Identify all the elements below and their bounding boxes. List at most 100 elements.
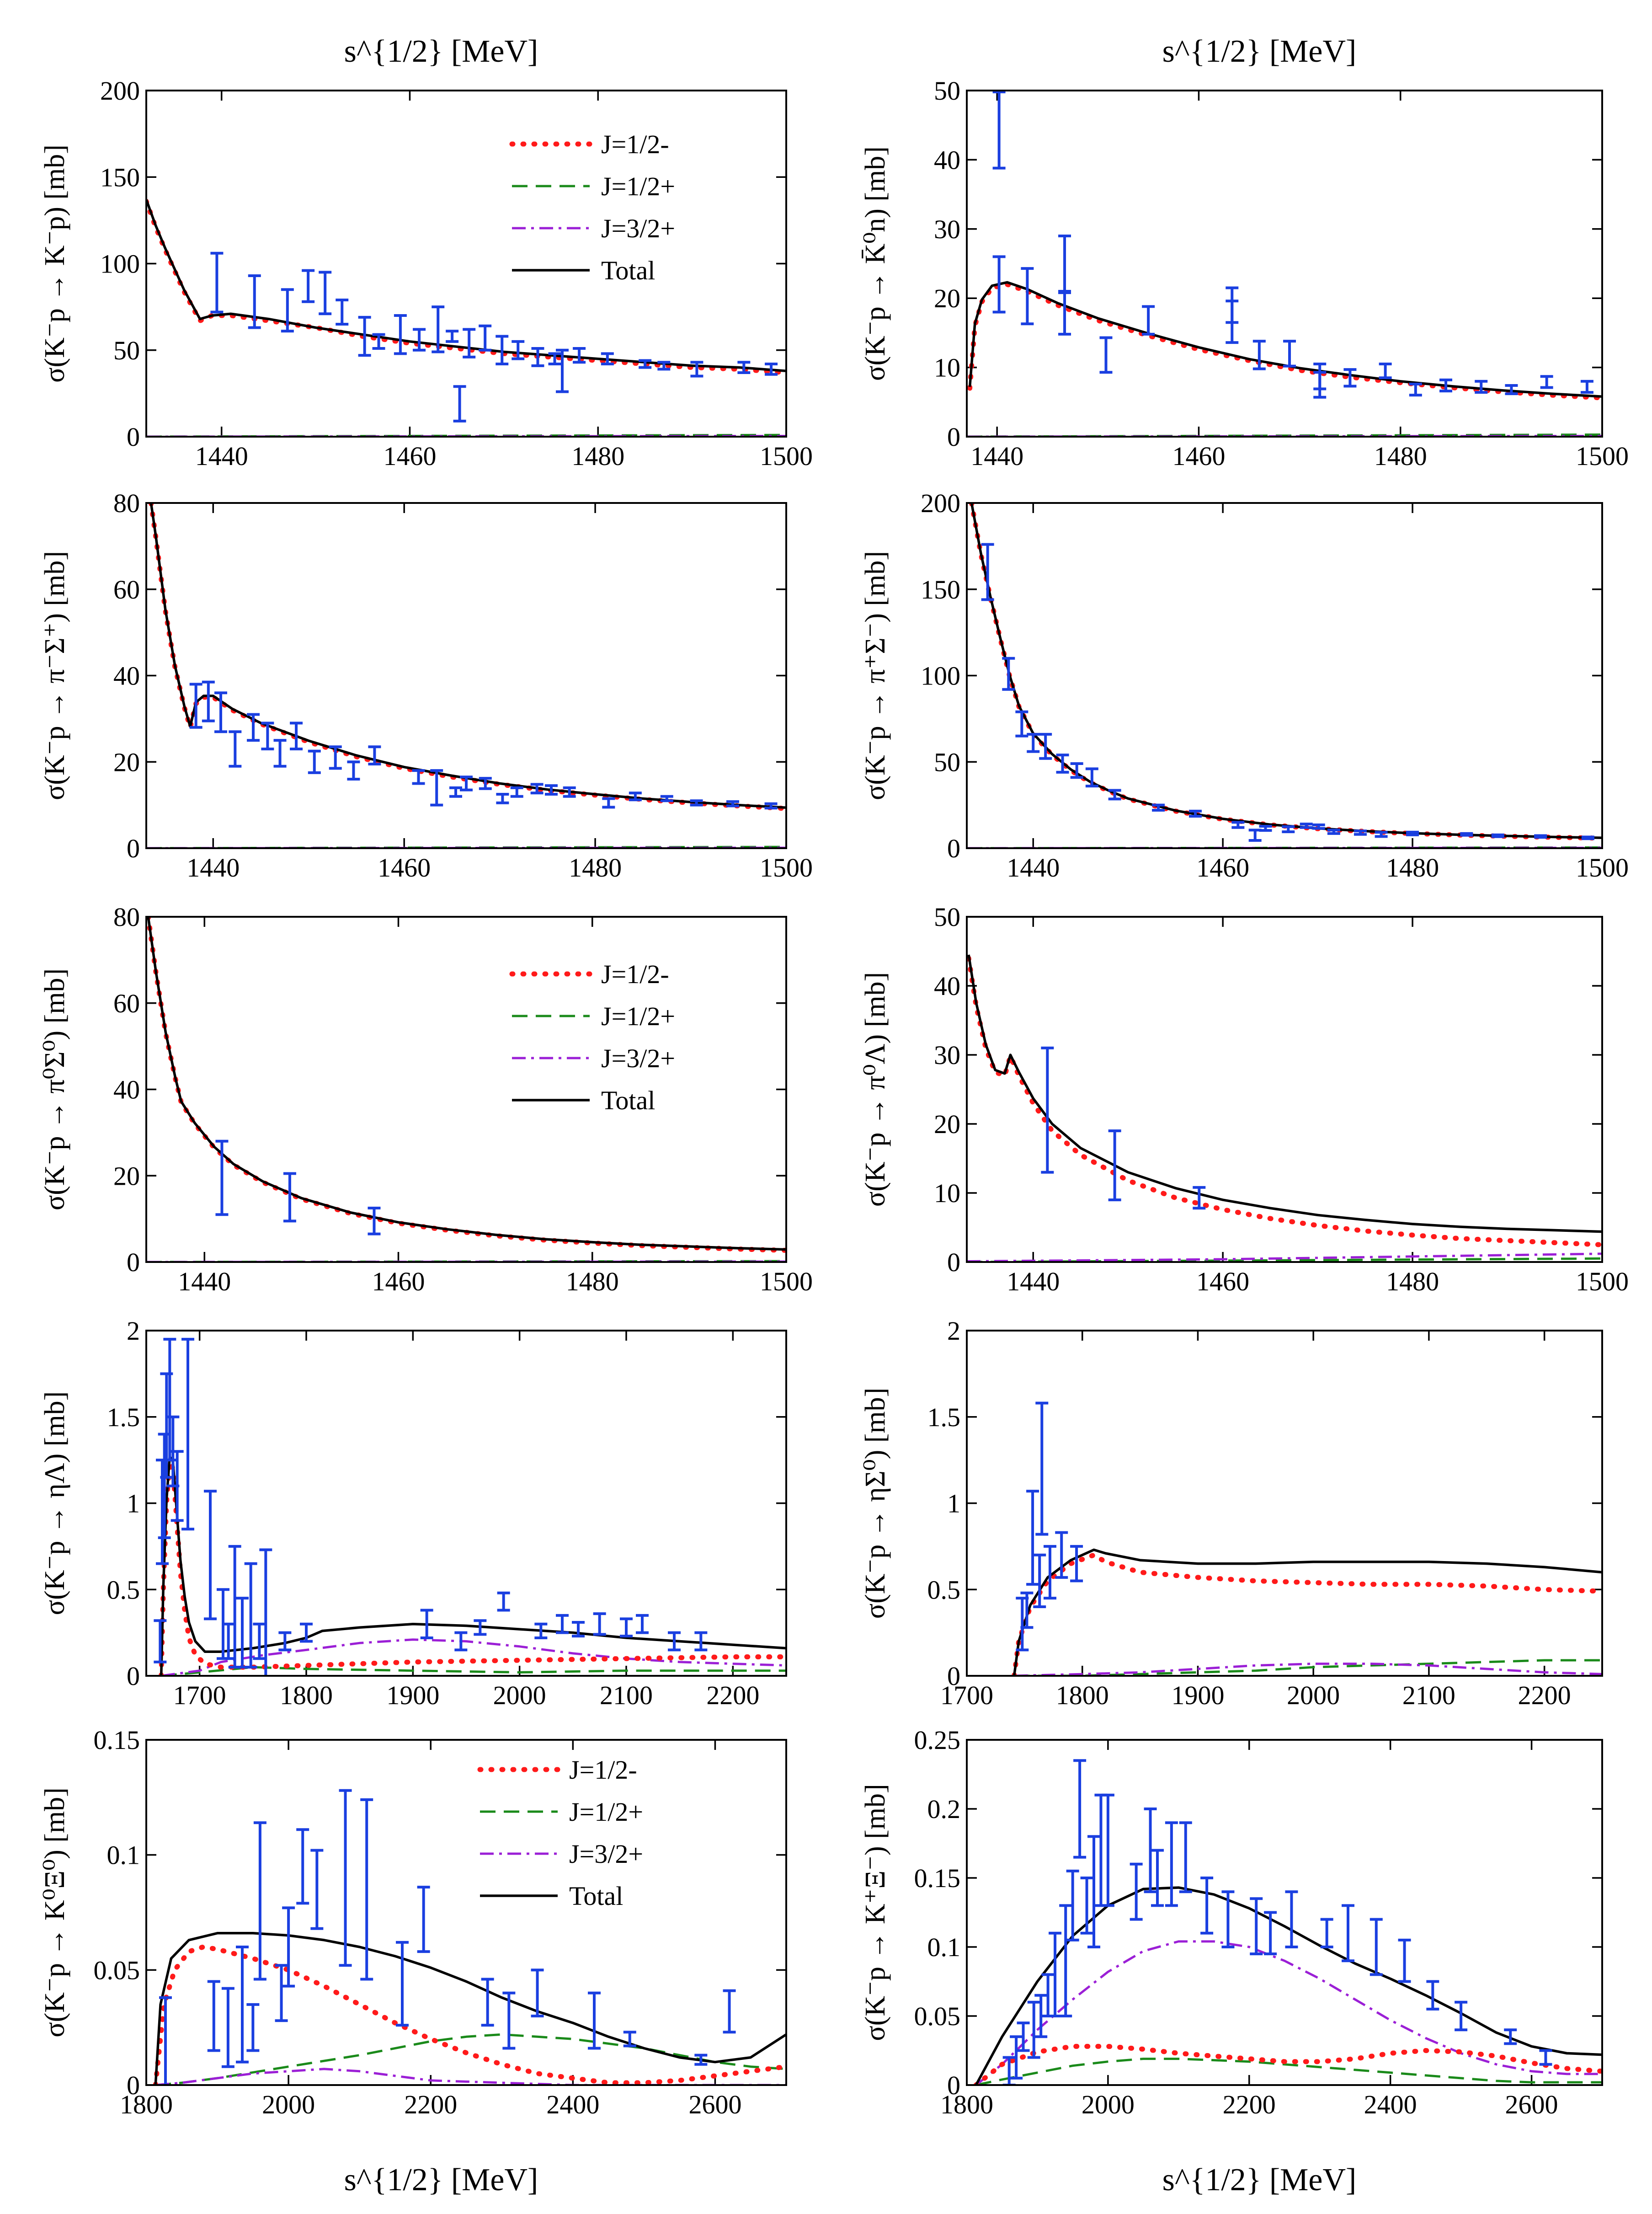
curves bbox=[146, 917, 786, 1262]
data-point bbox=[1002, 2056, 1016, 2085]
y-tick-label: 150 bbox=[921, 575, 960, 604]
data-point bbox=[1041, 1046, 1054, 1174]
data-point bbox=[1101, 1793, 1114, 1907]
y-tick-label: 10 bbox=[934, 353, 960, 383]
data-point bbox=[1027, 2000, 1040, 2059]
data-point bbox=[229, 730, 242, 768]
y-tick-label: 50 bbox=[113, 336, 140, 365]
x-tick-label: 1480 bbox=[569, 853, 622, 882]
y-tick-label: 0 bbox=[127, 1247, 140, 1277]
data-point bbox=[394, 314, 407, 355]
y-tick-label: 0 bbox=[947, 834, 960, 863]
x-tick-label: 2100 bbox=[600, 1680, 653, 1710]
data-point bbox=[1070, 762, 1083, 779]
x-tick-label: 1440 bbox=[1007, 853, 1060, 882]
chart-panel-p6: 1700 1800 1900 2000 2100 2200 0 0.5 1 1.5 2 σ(K⁻p →… bbox=[39, 1316, 787, 1710]
series-line-total bbox=[147, 917, 786, 1251]
data-point bbox=[154, 1619, 167, 1663]
data-point bbox=[1165, 1821, 1178, 1907]
y-axis-label: σ(K⁻p → π⁰Λ) [mb] bbox=[860, 972, 891, 1207]
chart-panel-p4: 1440 1460 1480 1500 0 20 40 60 80 σ(K⁻p → π⁰Σ⁰) [… bbox=[39, 902, 813, 1296]
legend: J=1/2- J=1/2+ J=3/2+ Total bbox=[477, 1755, 643, 1911]
series-line-J32p bbox=[975, 1940, 1602, 2085]
data-point bbox=[534, 1622, 548, 1639]
data-point bbox=[737, 361, 751, 374]
x-tick-label: 2200 bbox=[1518, 1680, 1571, 1710]
y-axis-label: σ(K⁻p → π⁰Σ⁰) [mb] bbox=[39, 968, 70, 1210]
data-point bbox=[629, 791, 642, 802]
data-point bbox=[479, 777, 492, 790]
axis-frame bbox=[966, 916, 1603, 1263]
legend-label: J=3/2+ bbox=[569, 1839, 643, 1869]
data-point bbox=[1010, 2035, 1023, 2080]
data-point bbox=[319, 271, 332, 316]
legend-label: J=1/2- bbox=[601, 129, 669, 159]
data-point bbox=[1398, 1938, 1411, 1983]
data-point bbox=[502, 1991, 516, 2050]
top-xlabel-right: s^{1/2} [MeV] bbox=[1162, 34, 1357, 69]
data-point bbox=[1108, 789, 1121, 801]
data-point bbox=[657, 361, 671, 371]
chart-panel-p7: 1700 1800 1900 2000 2100 2200 0 0.5 1 1.5 2 σ(K⁻p →… bbox=[860, 1316, 1603, 1710]
data-point bbox=[1151, 1849, 1164, 1907]
data-point bbox=[1491, 833, 1504, 838]
data-point bbox=[668, 1631, 681, 1652]
x-tick-label: 1700 bbox=[173, 1680, 226, 1710]
data-point bbox=[283, 1172, 296, 1223]
data-point bbox=[726, 800, 739, 808]
data-point bbox=[244, 1562, 257, 1669]
y-tick-label: 1.5 bbox=[927, 1402, 961, 1432]
x-tick-label: 2000 bbox=[262, 2090, 315, 2119]
data-point bbox=[368, 1207, 381, 1235]
legend-label: J=1/2+ bbox=[601, 171, 675, 201]
x-tick-label: 1460 bbox=[383, 441, 436, 471]
data-point bbox=[463, 328, 476, 358]
series-line-total bbox=[149, 503, 786, 809]
x-tick-label: 1800 bbox=[1056, 1680, 1109, 1710]
y-tick-label: 1 bbox=[127, 1489, 140, 1519]
data-point bbox=[430, 769, 443, 807]
data-point bbox=[1226, 299, 1239, 344]
data-point bbox=[510, 786, 523, 798]
y-axis-label: σ(K⁻p → ηΣ⁰) [mb] bbox=[860, 1388, 891, 1619]
data-point bbox=[1439, 378, 1453, 393]
data-point bbox=[181, 1337, 194, 1531]
data-point bbox=[336, 298, 349, 326]
data-point bbox=[1504, 2028, 1517, 2045]
x-tick-label: 2200 bbox=[1223, 2090, 1276, 2119]
data-point bbox=[639, 359, 652, 369]
data-point bbox=[1259, 825, 1272, 832]
data-point bbox=[602, 797, 615, 809]
data-point bbox=[1034, 1994, 1048, 2038]
curves bbox=[146, 503, 786, 848]
data-point bbox=[1343, 368, 1357, 388]
legend-label: J=3/2+ bbox=[601, 1043, 675, 1073]
data-points bbox=[981, 543, 1594, 842]
data-point bbox=[432, 305, 445, 353]
data-point bbox=[1070, 1545, 1083, 1583]
data-point bbox=[694, 2054, 708, 2066]
data-point bbox=[210, 251, 224, 314]
series-line-J32p bbox=[1014, 1663, 1602, 1676]
series-line-total bbox=[154, 1932, 786, 2085]
data-point bbox=[460, 775, 473, 791]
data-points bbox=[992, 91, 1593, 399]
data-point bbox=[556, 1614, 569, 1634]
y-tick-label: 0.05 bbox=[94, 1955, 140, 1985]
data-point bbox=[1505, 384, 1518, 396]
data-point bbox=[481, 1978, 494, 2027]
data-point bbox=[548, 352, 561, 366]
data-point bbox=[620, 1617, 633, 1638]
data-point bbox=[281, 288, 294, 333]
data-point bbox=[282, 1906, 295, 1988]
x-tick-label: 2600 bbox=[688, 2090, 741, 2119]
data-point bbox=[636, 1614, 649, 1634]
legend-label: J=1/2- bbox=[601, 959, 669, 989]
data-point bbox=[1108, 1129, 1121, 1202]
data-point bbox=[573, 347, 586, 364]
y-tick-label: 40 bbox=[934, 971, 960, 1001]
chart-panel-p0: 1440 1460 1480 1500 0 50 100 150 200 σ(K⁻p → K⁻p)… bbox=[39, 76, 813, 471]
data-point bbox=[275, 1964, 288, 2022]
data-point bbox=[1059, 1904, 1072, 2017]
y-axis-label: σ(K⁻p → K⁻p) [mb] bbox=[39, 144, 70, 383]
